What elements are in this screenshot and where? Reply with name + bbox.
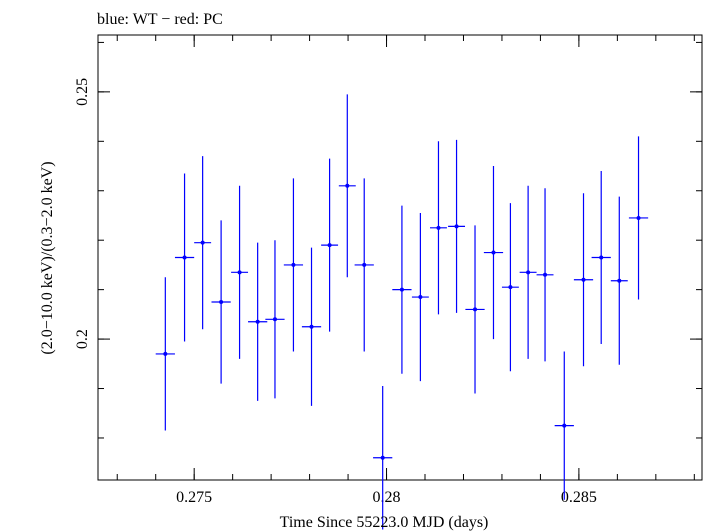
- data-marker: [491, 250, 496, 255]
- data-marker: [454, 224, 459, 229]
- data-marker: [255, 319, 260, 324]
- data-point: [265, 240, 285, 399]
- data-marker: [526, 270, 531, 275]
- plot-frame: [97, 34, 703, 481]
- data-point: [465, 225, 485, 394]
- x-axis-label: Time Since 55223.0 MJD (days): [280, 514, 489, 531]
- data-marker: [200, 240, 205, 245]
- data-marker: [163, 351, 168, 356]
- data-marker: [291, 262, 296, 267]
- data-marker: [543, 272, 548, 277]
- data-point: [321, 158, 339, 332]
- data-point: [155, 277, 175, 431]
- data-point: [610, 196, 628, 365]
- data-point: [628, 136, 649, 300]
- data-point: [354, 178, 374, 352]
- data-marker: [272, 317, 277, 322]
- data-point: [194, 156, 212, 330]
- data-point: [373, 386, 393, 530]
- data-marker: [399, 287, 404, 292]
- axis-ticks: [98, 35, 702, 480]
- data-point: [211, 220, 231, 384]
- y-tick-label: 0.2: [74, 329, 91, 349]
- data-point: [448, 139, 466, 313]
- data-marker: [581, 277, 586, 282]
- data-point: [301, 247, 322, 406]
- data-marker: [362, 262, 367, 267]
- chart-title: blue: WT − red: PC: [97, 11, 223, 28]
- data-point: [519, 185, 537, 359]
- data-point: [392, 205, 412, 374]
- x-tick-label: 0.28: [373, 489, 401, 506]
- data-point: [338, 94, 356, 278]
- data-marker: [418, 295, 423, 300]
- data-point: [501, 203, 519, 372]
- x-tick-label: 0.275: [176, 489, 212, 506]
- data-marker: [237, 270, 242, 275]
- data-marker: [617, 278, 622, 283]
- data-marker: [309, 324, 314, 329]
- data-points: [155, 94, 649, 530]
- data-marker: [345, 183, 350, 188]
- data-marker: [182, 255, 187, 260]
- y-tick-label: 0.25: [74, 78, 91, 106]
- axis-tick-labels: 0.275 0.28 0.285 0.2 0.25: [74, 78, 597, 506]
- data-point: [174, 173, 195, 342]
- data-point: [411, 213, 429, 382]
- data-marker: [473, 307, 478, 312]
- data-point: [573, 193, 594, 367]
- data-marker: [380, 455, 385, 460]
- data-marker: [599, 255, 604, 260]
- data-point: [231, 185, 249, 359]
- data-point: [483, 166, 504, 340]
- data-marker: [508, 285, 513, 290]
- data-marker: [219, 300, 224, 304]
- data-marker: [327, 243, 332, 248]
- data-point: [554, 351, 574, 500]
- data-point: [536, 188, 554, 362]
- data-marker: [636, 215, 641, 220]
- data-point: [430, 141, 447, 315]
- data-point: [283, 178, 304, 352]
- data-point: [591, 170, 611, 345]
- data-marker: [562, 423, 567, 428]
- x-tick-label: 0.285: [561, 489, 597, 506]
- y-axis-label: (2.0−10.0 keV)/(0.3−2.0 keV): [39, 161, 56, 354]
- data-point: [248, 242, 268, 401]
- data-marker: [436, 225, 441, 230]
